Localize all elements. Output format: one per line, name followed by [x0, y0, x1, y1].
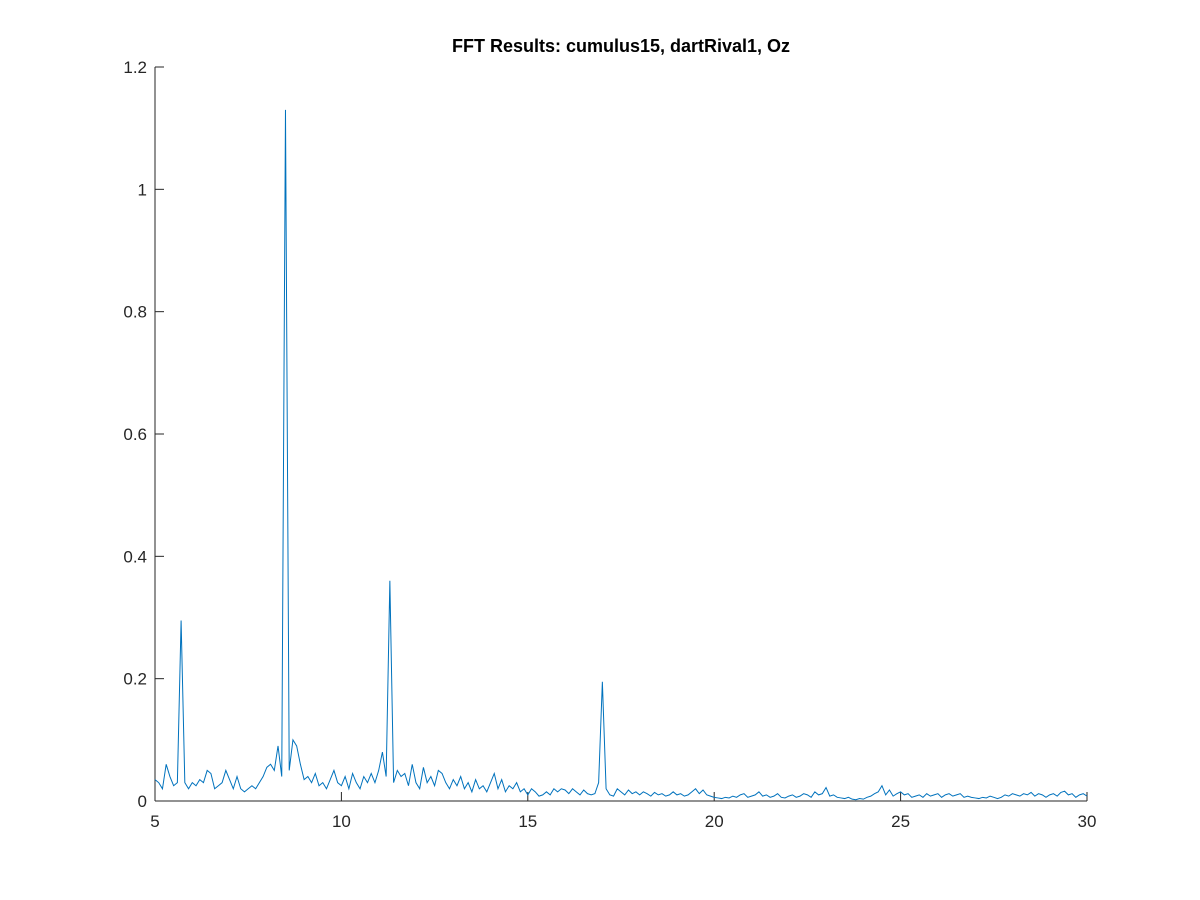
x-tick-label: 15 — [518, 812, 537, 831]
y-tick-label: 0.4 — [123, 547, 147, 566]
y-tick-label: 0.8 — [123, 303, 147, 322]
x-tick-label: 30 — [1078, 812, 1097, 831]
series-line — [154, 109, 1088, 801]
x-tick-label: 20 — [705, 812, 724, 831]
x-tick-label: 25 — [891, 812, 910, 831]
x-tick-label: 10 — [332, 812, 351, 831]
y-tick-label: 1 — [138, 180, 147, 199]
chart-title: FFT Results: cumulus15, dartRival1, Oz — [452, 36, 790, 56]
y-tick-label: 1.2 — [123, 58, 147, 77]
y-tick-label: 0.6 — [123, 425, 147, 444]
x-tick-label: 5 — [150, 812, 159, 831]
y-tick-label: 0 — [138, 792, 147, 811]
y-tick-label: 0.2 — [123, 670, 147, 689]
